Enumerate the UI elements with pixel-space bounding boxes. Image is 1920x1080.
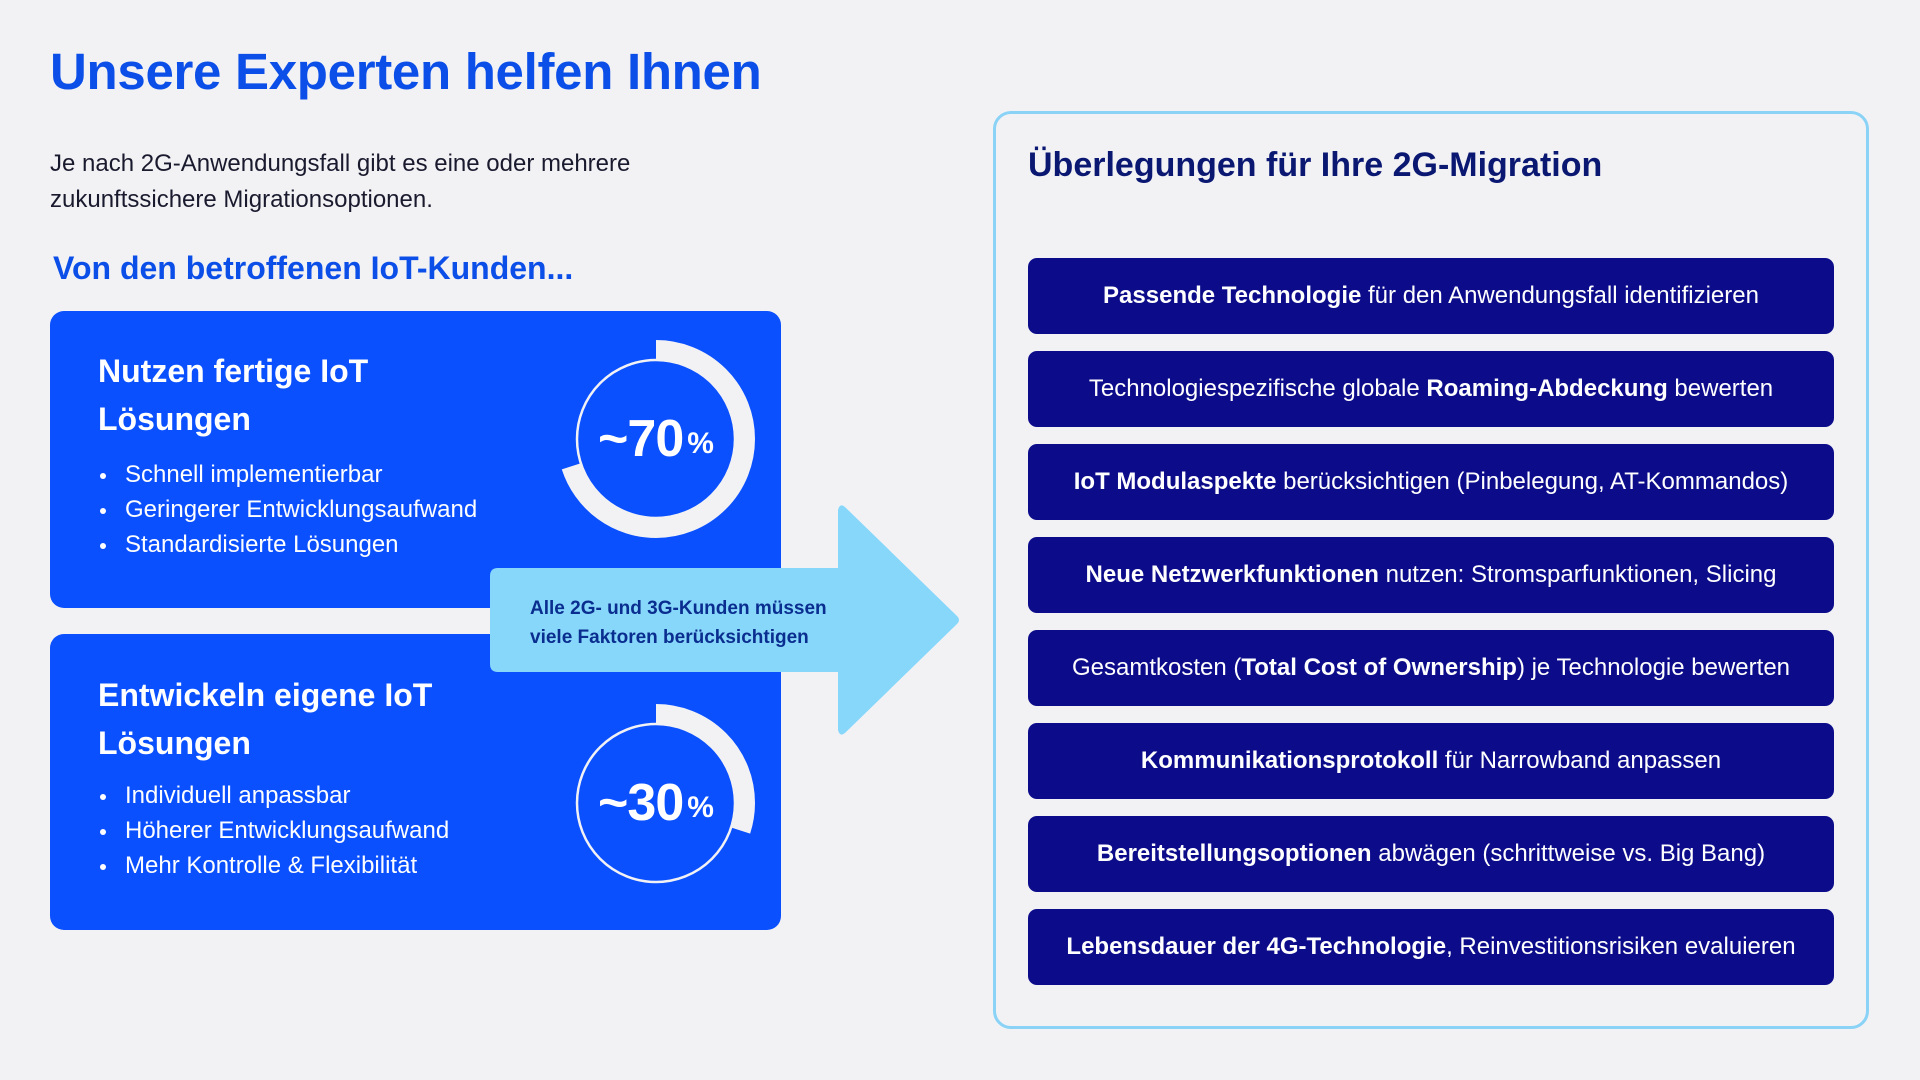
item-text: berücksichtigen (Pinbelegung, AT-Kommand…: [1276, 468, 1789, 495]
ring-label: ~30%: [556, 703, 756, 903]
item-emphasis: Neue Netzwerkfunktionen: [1085, 561, 1379, 588]
item-text: bewerten: [1667, 375, 1774, 402]
item-text: ) je Technologie bewerten: [1516, 654, 1791, 681]
consideration-item: Technologiespezifische globale Roaming-A…: [1028, 351, 1834, 427]
ring-arc: [557, 340, 755, 538]
card-bullet-list: Schnell implementierbar Geringerer Entwi…: [98, 457, 477, 562]
item-text: Gesamtkosten (: [1071, 654, 1242, 681]
ring-value: ~70: [598, 410, 684, 468]
arrow-label: Alle 2G- und 3G-Kunden müssen viele Fakt…: [530, 598, 827, 648]
item-emphasis: Passende Technologie: [1103, 282, 1362, 309]
card-own-solutions: Entwickeln eigene IoT Lösungen Individue…: [50, 634, 781, 930]
ring-inner-line: [575, 358, 737, 520]
item-emphasis: Total Cost of Ownership: [1241, 654, 1517, 681]
ring-value: ~30: [598, 774, 684, 832]
card-title: Nutzen fertige IoT Lösungen: [98, 353, 369, 437]
consideration-item: Kommunikationsprotokoll für Narrowband a…: [1028, 723, 1834, 799]
page-title: Unsere Experten helfen Ihnen: [50, 43, 762, 100]
item-emphasis: Lebensdauer der 4G-Technologie: [1066, 933, 1447, 960]
item-emphasis: Bereitstellungsoptionen: [1096, 840, 1372, 867]
list-item: Individuell anpassbar: [98, 778, 449, 813]
ring-arc: [557, 704, 755, 902]
item-text: Technologiespezifische globale: [1088, 375, 1427, 402]
card-bullet-list: Individuell anpassbar Höherer Entwicklun…: [98, 778, 449, 883]
list-item: Mehr Kontrolle & Flexibilität: [98, 848, 449, 883]
intro-text: Je nach 2G-Anwendungsfall gibt es eine o…: [50, 150, 631, 213]
ring-unit: %: [687, 791, 714, 824]
section-subtitle: Von den betroffenen IoT-Kunden...: [53, 250, 574, 286]
list-item: Geringerer Entwicklungsaufwand: [98, 492, 477, 527]
consideration-item: Bereitstellungsoptionen abwägen (schritt…: [1028, 816, 1834, 892]
item-text: nutzen: Stromsparfunktionen, Slicing: [1378, 561, 1777, 588]
arrow-shape: [490, 505, 959, 735]
consideration-item: IoT Modulaspekte berücksichtigen (Pinbel…: [1028, 444, 1834, 520]
ring-chart: [557, 340, 755, 538]
item-text: für Narrowband anpassen: [1438, 747, 1722, 774]
considerations-panel: [993, 111, 1869, 1029]
item-text: für den Anwendungsfall identifizieren: [1361, 282, 1759, 309]
list-item: Höherer Entwicklungsaufwand: [98, 813, 449, 848]
ring-inner-line: [575, 722, 737, 884]
item-emphasis: Kommunikationsprotokoll: [1140, 747, 1439, 774]
consideration-item: Neue Netzwerkfunktionen nutzen: Stromspa…: [1028, 537, 1834, 613]
item-text: abwägen (schrittweise vs. Big Bang): [1371, 840, 1766, 867]
item-emphasis: Roaming-Abdeckung: [1426, 375, 1668, 402]
list-item: Standardisierte Lösungen: [98, 527, 477, 562]
consideration-item: Lebensdauer der 4G-Technologie, Reinvest…: [1028, 909, 1834, 985]
consideration-item: Gesamtkosten (Total Cost of Ownership) j…: [1028, 630, 1834, 706]
ring-chart: [557, 704, 755, 902]
panel-title: Überlegungen für Ihre 2G-Migration: [1028, 146, 1603, 184]
ring-label: ~70%: [556, 339, 756, 539]
percentage-ring: ~30%: [556, 703, 756, 903]
card-ready-solutions: Nutzen fertige IoT Lösungen Schnell impl…: [50, 311, 781, 608]
item-emphasis: IoT Modulaspekte: [1073, 468, 1277, 495]
ring-unit: %: [687, 427, 714, 460]
item-text: , Reinvestitionsrisiken evaluieren: [1446, 933, 1796, 960]
card-title: Entwickeln eigene IoT Lösungen: [98, 677, 433, 761]
percentage-ring: ~70%: [556, 339, 756, 539]
list-item: Schnell implementierbar: [98, 457, 477, 492]
consideration-item: Passende Technologie für den Anwendungsf…: [1028, 258, 1834, 334]
